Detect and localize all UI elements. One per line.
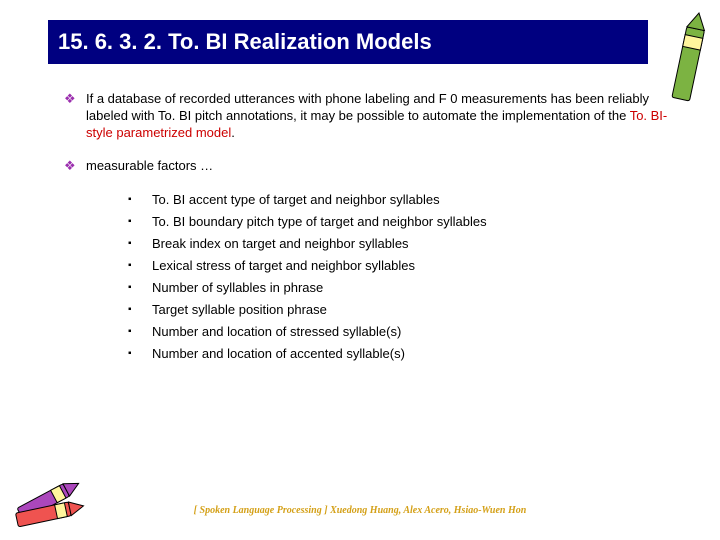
list-item: ▪ Lexical stress of target and neighbor … [128, 257, 674, 275]
diamond-bullet-icon: ❖ [64, 90, 86, 141]
crayon-decoration-bottom-left [10, 472, 90, 532]
list-item: ▪ To. BI boundary pitch type of target a… [128, 213, 674, 231]
list-item: ▪ Number and location of stressed syllab… [128, 323, 674, 341]
list-item: ▪ Number and location of accented syllab… [128, 345, 674, 363]
square-bullet-icon: ▪ [128, 345, 152, 363]
para1-post: . [231, 125, 235, 140]
factor-text: Number and location of accented syllable… [152, 345, 405, 363]
content-area: ❖ If a database of recorded utterances w… [64, 90, 674, 367]
list-item: ▪ Break index on target and neighbor syl… [128, 235, 674, 253]
square-bullet-icon: ▪ [128, 323, 152, 341]
factor-text: Number and location of stressed syllable… [152, 323, 401, 341]
factor-text: Number of syllables in phrase [152, 279, 323, 297]
slide-title: 15. 6. 3. 2. To. BI Realization Models [58, 29, 432, 55]
factor-text: Lexical stress of target and neighbor sy… [152, 257, 415, 275]
bullet-item: ❖ measurable factors … [64, 157, 674, 175]
paragraph-intro: If a database of recorded utterances wit… [86, 90, 674, 141]
list-item: ▪ To. BI accent type of target and neigh… [128, 191, 674, 209]
slide: 15. 6. 3. 2. To. BI Realization Models ❖… [0, 0, 720, 540]
bullet-item: ❖ If a database of recorded utterances w… [64, 90, 674, 141]
title-bar: 15. 6. 3. 2. To. BI Realization Models [48, 20, 648, 64]
diamond-bullet-icon: ❖ [64, 157, 86, 175]
footer-citation: [ Spoken Language Processing ] Xuedong H… [0, 505, 720, 516]
list-item: ▪ Number of syllables in phrase [128, 279, 674, 297]
square-bullet-icon: ▪ [128, 191, 152, 209]
square-bullet-icon: ▪ [128, 279, 152, 297]
square-bullet-icon: ▪ [128, 301, 152, 319]
factor-text: Target syllable position phrase [152, 301, 327, 319]
factor-text: To. BI accent type of target and neighbo… [152, 191, 440, 209]
paragraph-factors-heading: measurable factors … [86, 157, 213, 175]
factor-text: To. BI boundary pitch type of target and… [152, 213, 487, 231]
square-bullet-icon: ▪ [128, 213, 152, 231]
para1-pre: If a database of recorded utterances wit… [86, 91, 649, 123]
square-bullet-icon: ▪ [128, 235, 152, 253]
factor-text: Break index on target and neighbor sylla… [152, 235, 409, 253]
sub-list: ▪ To. BI accent type of target and neigh… [128, 191, 674, 363]
list-item: ▪ Target syllable position phrase [128, 301, 674, 319]
square-bullet-icon: ▪ [128, 257, 152, 275]
